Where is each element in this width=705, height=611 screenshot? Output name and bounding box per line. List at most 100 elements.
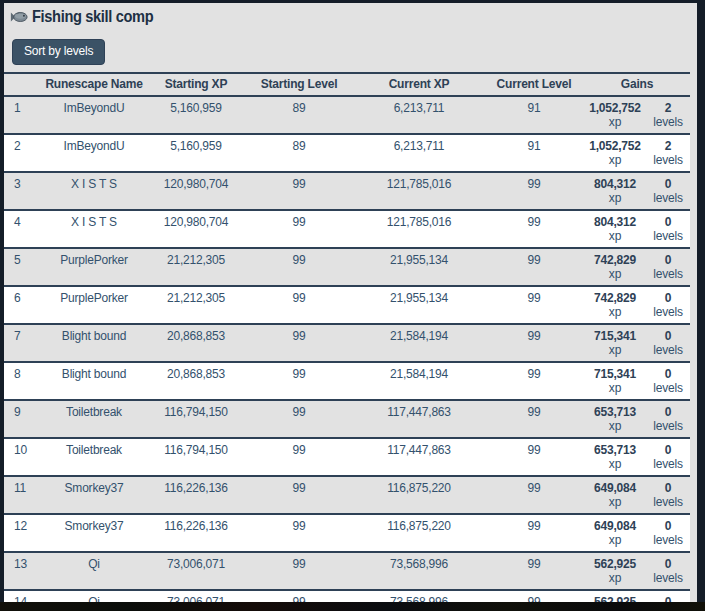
current-xp-cell: 6,213,711 [354,134,484,172]
starting-xp-cell: 20,868,853 [148,362,244,400]
starting-xp-cell: 116,226,136 [148,514,244,552]
starting-level-cell: 89 [244,96,354,134]
current-xp-cell: 117,447,863 [354,400,484,438]
rank-cell: 8 [4,362,40,400]
table-row: 14Qi73,006,0719973,568,99699562,925xp0 l… [4,590,690,602]
column-header-starting-xp: Starting XP [148,73,244,96]
starting-level-cell: 99 [244,362,354,400]
gain-levels-cell: 2 levels [646,96,690,134]
current-xp-cell: 21,955,134 [354,286,484,324]
table-head: Runescape NameStarting XPStarting LevelC… [4,73,690,96]
current-level-cell: 91 [484,134,584,172]
starting-xp-cell: 21,212,305 [148,248,244,286]
table-body: 1ImBeyondU5,160,959896,213,711911,052,75… [4,96,690,602]
rank-cell: 14 [4,590,40,602]
player-name-cell: Toiletbreak [40,400,148,438]
starting-level-cell: 99 [244,286,354,324]
current-level-cell: 99 [484,552,584,590]
rank-cell: 1 [4,96,40,134]
current-xp-cell: 21,584,194 [354,362,484,400]
current-xp-cell: 117,447,863 [354,438,484,476]
rank-cell: 4 [4,210,40,248]
starting-level-cell: 99 [244,552,354,590]
starting-xp-cell: 5,160,959 [148,134,244,172]
table-header-row: Runescape NameStarting XPStarting LevelC… [4,73,690,96]
current-level-cell: 91 [484,96,584,134]
gain-xp-cell: 653,713 xp [584,438,646,476]
column-header-rank [4,73,40,96]
starting-level-cell: 99 [244,400,354,438]
table-row: 6PurplePorker21,212,3059921,955,13499742… [4,286,690,324]
table-row: 5PurplePorker21,212,3059921,955,13499742… [4,248,690,286]
rank-cell: 12 [4,514,40,552]
page-header: Fishing skill comp [4,3,697,27]
current-level-cell: 99 [484,438,584,476]
starting-level-cell: 99 [244,210,354,248]
player-name-cell: PurplePorker [40,248,148,286]
current-xp-cell: 73,568,996 [354,552,484,590]
current-xp-cell: 21,955,134 [354,248,484,286]
table-row: 1ImBeyondU5,160,959896,213,711911,052,75… [4,96,690,134]
player-name-cell: Smorkey37 [40,476,148,514]
current-level-cell: 99 [484,514,584,552]
current-xp-cell: 116,875,220 [354,514,484,552]
current-xp-cell: 6,213,711 [354,96,484,134]
current-level-cell: 99 [484,400,584,438]
gain-levels-cell: 0 levels [646,514,690,552]
table-row: 7Blight bound20,868,8539921,584,19499715… [4,324,690,362]
starting-level-cell: 99 [244,476,354,514]
gain-levels-cell: 2 levels [646,134,690,172]
gain-xp-cell: 804,312 xp [584,172,646,210]
rank-cell: 10 [4,438,40,476]
gain-xp-cell: 742,829xp [584,286,646,324]
rank-cell: 9 [4,400,40,438]
player-name-cell: Smorkey37 [40,514,148,552]
player-name-cell: Qi [40,590,148,602]
starting-level-cell: 99 [244,248,354,286]
gain-levels-cell: 0 levels [646,362,690,400]
current-xp-cell: 21,584,194 [354,324,484,362]
gain-xp-cell: 742,829xp [584,248,646,286]
player-name-cell: Blight bound [40,324,148,362]
gain-xp-cell: 562,925xp [584,552,646,590]
gain-levels-cell: 0 levels [646,552,690,590]
starting-xp-cell: 73,006,071 [148,552,244,590]
current-level-cell: 99 [484,476,584,514]
current-level-cell: 99 [484,172,584,210]
gain-xp-cell: 649,084xp [584,476,646,514]
player-name-cell: Qi [40,552,148,590]
gain-levels-cell: 0 levels [646,476,690,514]
player-name-cell: X I S T S [40,210,148,248]
app-frame: Fishing skill comp Sort by levels Runesc… [0,0,705,611]
table-row: 13Qi73,006,0719973,568,99699562,925xp0 l… [4,552,690,590]
rank-cell: 7 [4,324,40,362]
gain-xp-cell: 653,713 xp [584,400,646,438]
table-row: 4X I S T S120,980,70499121,785,01699804,… [4,210,690,248]
current-level-cell: 99 [484,286,584,324]
gain-levels-cell: 0 levels [646,324,690,362]
player-name-cell: PurplePorker [40,286,148,324]
bottom-edge-bar [0,602,705,611]
current-level-cell: 99 [484,590,584,602]
table-row: 2ImBeyondU5,160,959896,213,711911,052,75… [4,134,690,172]
gain-levels-cell: 0 levels [646,400,690,438]
starting-level-cell: 89 [244,134,354,172]
starting-level-cell: 99 [244,590,354,602]
player-name-cell: Toiletbreak [40,438,148,476]
rank-cell: 2 [4,134,40,172]
sort-by-levels-button[interactable]: Sort by levels [12,39,105,65]
table-row: 9Toiletbreak116,794,15099117,447,8639965… [4,400,690,438]
rank-cell: 6 [4,286,40,324]
starting-xp-cell: 116,794,150 [148,400,244,438]
gain-xp-cell: 649,084xp [584,514,646,552]
starting-xp-cell: 116,226,136 [148,476,244,514]
fish-icon [10,10,28,24]
starting-xp-cell: 120,980,704 [148,172,244,210]
table-row: 10Toiletbreak116,794,15099117,447,863996… [4,438,690,476]
player-name-cell: ImBeyondU [40,134,148,172]
table-row: 8Blight bound20,868,8539921,584,19499715… [4,362,690,400]
rank-cell: 5 [4,248,40,286]
table-row: 11Smorkey37116,226,13699116,875,22099649… [4,476,690,514]
gain-xp-cell: 715,341 xp [584,362,646,400]
gain-levels-cell: 0 levels [646,248,690,286]
